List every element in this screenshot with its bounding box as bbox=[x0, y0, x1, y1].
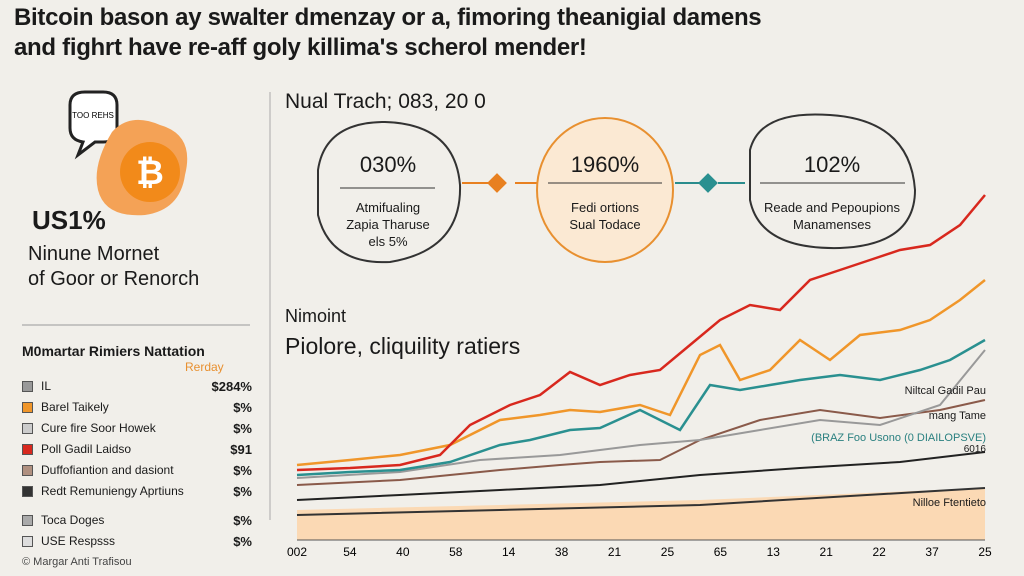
row-label: USE Respsss bbox=[41, 534, 116, 548]
row-value: $% bbox=[233, 420, 252, 436]
x-label: 54 bbox=[343, 545, 357, 559]
circle-text: Fedi ortions bbox=[571, 200, 639, 215]
stat-circle bbox=[536, 117, 674, 263]
stat-circle bbox=[749, 113, 917, 250]
swatch bbox=[22, 401, 33, 413]
row-label: Redt Remuniengy Aprtiuns bbox=[41, 484, 184, 498]
x-label: 22 bbox=[872, 545, 886, 559]
circle-text: Manamenses bbox=[792, 217, 872, 232]
chart-kicker: Nimoint bbox=[285, 306, 347, 326]
circle-text: Sual Todace bbox=[569, 217, 641, 232]
connector-node bbox=[487, 173, 507, 193]
circle-value: 102% bbox=[803, 152, 861, 177]
row-label: IL bbox=[41, 379, 52, 393]
stat-circle bbox=[317, 120, 462, 264]
row-value: $% bbox=[233, 399, 252, 415]
circle-text: Atmifualing bbox=[355, 200, 421, 215]
swatch bbox=[22, 380, 33, 392]
row-label: Toca Doges bbox=[41, 513, 105, 527]
row-value: $284% bbox=[211, 378, 252, 394]
row-label: Barel Taikely bbox=[41, 400, 109, 414]
x-label: 40 bbox=[396, 545, 410, 559]
annotation: mang Tame bbox=[928, 410, 986, 422]
bitcoin-coin bbox=[120, 142, 180, 202]
row-label: Cure fire Soor Howek bbox=[41, 421, 156, 435]
table-row: Cure fire Soor Howek $% bbox=[22, 418, 252, 438]
swatch bbox=[22, 514, 33, 526]
subtitle: Ninune Mornet bbox=[28, 243, 160, 265]
circle-text: Zapia Tharuse bbox=[346, 217, 430, 232]
x-label: 37 bbox=[925, 545, 939, 559]
x-label: 25 bbox=[661, 545, 675, 559]
swatch bbox=[22, 443, 33, 455]
row-label: Poll Gadil Laidso bbox=[41, 442, 132, 456]
table-row: Redt Remuniengy Aprtiuns $% bbox=[22, 481, 252, 501]
table-row: Toca Doges $% bbox=[22, 510, 252, 530]
area bbox=[297, 488, 985, 540]
swatch bbox=[22, 535, 33, 547]
annotation: Nilloe Ftentieto bbox=[912, 497, 986, 509]
line bbox=[296, 279, 986, 467]
line bbox=[296, 487, 986, 516]
section-heading: Nual Trach; 083, 20 0 bbox=[285, 90, 486, 113]
table-row: Poll Gadil Laidso $91 bbox=[22, 439, 252, 459]
swatch bbox=[22, 485, 33, 497]
row-value: $91 bbox=[230, 441, 252, 457]
table-heading: M0martar Rimiers Nattation bbox=[22, 343, 205, 359]
annotation: Niltcal Gadil Pau bbox=[904, 385, 986, 397]
circle-text: Reade and Pepoupions bbox=[764, 200, 900, 215]
row-value: $% bbox=[233, 533, 252, 549]
stat: US1% bbox=[32, 205, 106, 235]
line bbox=[296, 451, 986, 501]
annotation: (BRAZ Foo Usono (0 DIAILOPSVE) bbox=[811, 432, 986, 444]
line bbox=[296, 349, 986, 479]
x-label: 65 bbox=[714, 545, 728, 559]
subtitle: of Goor or Renorch bbox=[28, 268, 200, 290]
bitcoin-logo: ₿ bbox=[136, 154, 164, 192]
x-label: 38 bbox=[555, 545, 569, 559]
annotation: 6016 bbox=[963, 444, 986, 455]
line bbox=[296, 399, 986, 486]
line bbox=[296, 194, 986, 472]
title-line: and fighrt have re-aff goly killima's sc… bbox=[14, 34, 587, 61]
circle-value: 030% bbox=[359, 152, 417, 177]
circle-text: els 5% bbox=[368, 234, 408, 249]
swatch bbox=[22, 422, 33, 434]
title-line: Bitcoin bason ay swalter dmenzay or a, f… bbox=[14, 4, 762, 31]
table-row: Barel Taikely $% bbox=[22, 397, 252, 417]
x-label: 002 bbox=[287, 545, 307, 559]
circle-value: 1960% bbox=[570, 152, 640, 177]
row-value: $% bbox=[233, 512, 252, 528]
footer: © Margar Anti Trafisou bbox=[22, 556, 132, 568]
swatch bbox=[22, 464, 33, 476]
x-label: 14 bbox=[502, 545, 516, 559]
table-row: Duffofiantion and dasiont $% bbox=[22, 460, 252, 480]
bubble-text: TOO REHS bbox=[72, 111, 114, 120]
connector-node bbox=[698, 173, 718, 193]
x-label: 21 bbox=[608, 545, 622, 559]
line bbox=[296, 338, 986, 477]
row-label: Duffofiantion and dasiont bbox=[41, 463, 174, 477]
row-value: $% bbox=[233, 462, 252, 478]
row-value: $% bbox=[233, 483, 252, 499]
table-row: IL $284% bbox=[22, 376, 252, 396]
table-column: Rerday bbox=[185, 360, 224, 374]
x-label: 58 bbox=[449, 545, 463, 559]
chart-title: Piolore, cliquility ratiers bbox=[285, 333, 521, 359]
x-label: 21 bbox=[820, 545, 834, 559]
x-labels: 002 54 40 58 14 38 21 25 65 13 21 22 37 25 bbox=[287, 545, 992, 559]
x-label: 25 bbox=[978, 545, 992, 559]
x-label: 13 bbox=[767, 545, 781, 559]
table-row: USE Respsss $% bbox=[22, 531, 252, 551]
